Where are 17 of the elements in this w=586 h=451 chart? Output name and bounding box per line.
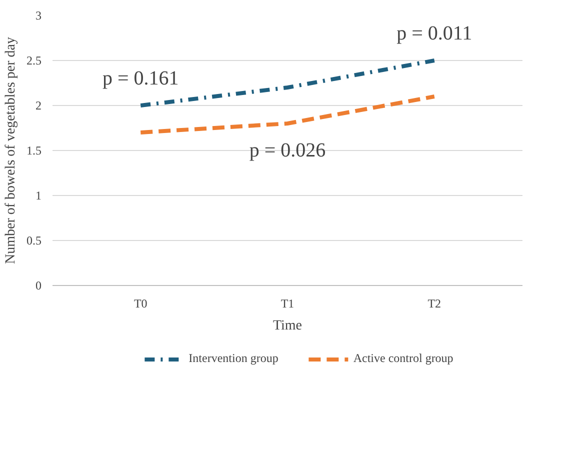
x-tick-label: T0 (134, 296, 148, 310)
y-tick-label: 0.5 (26, 234, 42, 248)
x-tick-label: T1 (280, 296, 294, 310)
legend-label: Intervention group (188, 351, 278, 366)
y-tick-label: 0 (36, 278, 42, 292)
legend-label: Active control group (353, 351, 454, 366)
y-tick-label: 3 (36, 8, 42, 22)
x-axis-title: Time (272, 318, 302, 334)
y-axis-title: Number of bowels of vegetables per day (4, 36, 18, 264)
x-tick-label: T2 (428, 296, 442, 310)
y-tick-label: 1.5 (26, 144, 42, 158)
annotation: p = 0.026 (249, 140, 326, 162)
y-tick-label: 2.5 (26, 54, 42, 68)
y-tick-label: 2 (36, 98, 42, 112)
annotation: p = 0.161 (102, 68, 179, 90)
y-tick-label: 1 (36, 188, 42, 202)
annotation: p = 0.011 (396, 22, 472, 44)
